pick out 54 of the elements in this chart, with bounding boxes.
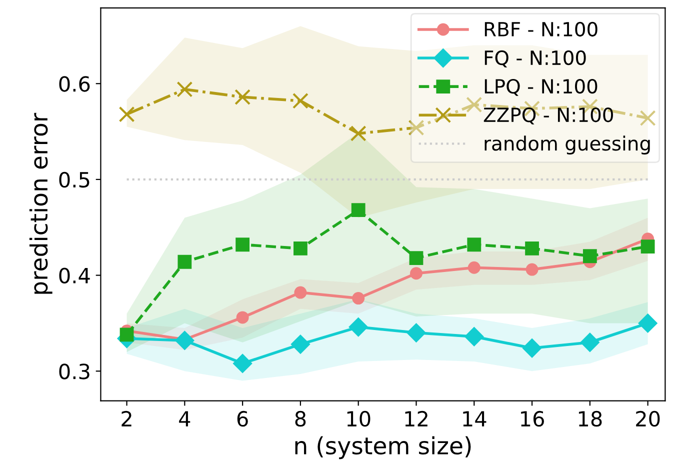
point — [236, 238, 250, 252]
point — [468, 261, 480, 274]
point — [290, 334, 310, 354]
point — [294, 242, 308, 256]
point — [406, 323, 426, 342]
x-tick-label: 18 — [578, 410, 602, 427]
point — [526, 263, 538, 276]
point — [234, 89, 251, 106]
legend-label: RBF - N:100 — [484, 22, 598, 37]
point — [351, 203, 366, 218]
point — [352, 292, 365, 305]
point — [467, 238, 482, 252]
point — [348, 318, 368, 337]
point — [466, 96, 482, 113]
point — [640, 110, 656, 126]
x-tick-label: 12 — [405, 410, 428, 426]
point — [350, 125, 366, 142]
point — [640, 240, 655, 254]
point — [120, 328, 134, 342]
y-tick-label: 0.4 — [59, 268, 90, 284]
point — [522, 338, 542, 358]
legend-label: ZZPQ - N:100 — [484, 107, 613, 124]
x-tick-label: 2 — [122, 410, 132, 426]
point — [580, 332, 600, 352]
y-tick-label: 0.6 — [59, 76, 90, 92]
point — [176, 81, 193, 98]
point — [464, 327, 484, 346]
point — [410, 267, 422, 280]
point — [582, 249, 597, 264]
x-tick-label: 8 — [295, 410, 306, 427]
x-tick-label: 16 — [521, 410, 544, 427]
x-tick-label: 20 — [636, 410, 660, 427]
point — [233, 354, 252, 373]
y-axis-title: prediction error — [29, 112, 52, 294]
x-tick-label: 10 — [347, 410, 370, 427]
point — [118, 106, 135, 122]
legend-label: LPQ - N:100 — [484, 78, 598, 96]
legend-label: FQ - N:100 — [484, 50, 586, 68]
point — [236, 311, 249, 324]
x-tick-label: 14 — [463, 411, 486, 426]
x-tick-label: 6 — [237, 410, 248, 427]
x-axis-title: n (system size) — [295, 436, 471, 460]
legend-label: random guessing — [484, 136, 650, 154]
point — [408, 120, 424, 136]
y-tick-label: 0.5 — [59, 172, 90, 188]
point — [525, 242, 539, 256]
point — [294, 286, 307, 299]
y-tick-label: 0.3 — [59, 364, 90, 380]
point — [175, 330, 194, 350]
point — [292, 92, 308, 109]
x-tick-label: 4 — [179, 411, 190, 426]
point — [638, 314, 658, 333]
point — [409, 251, 424, 265]
point — [178, 254, 192, 269]
